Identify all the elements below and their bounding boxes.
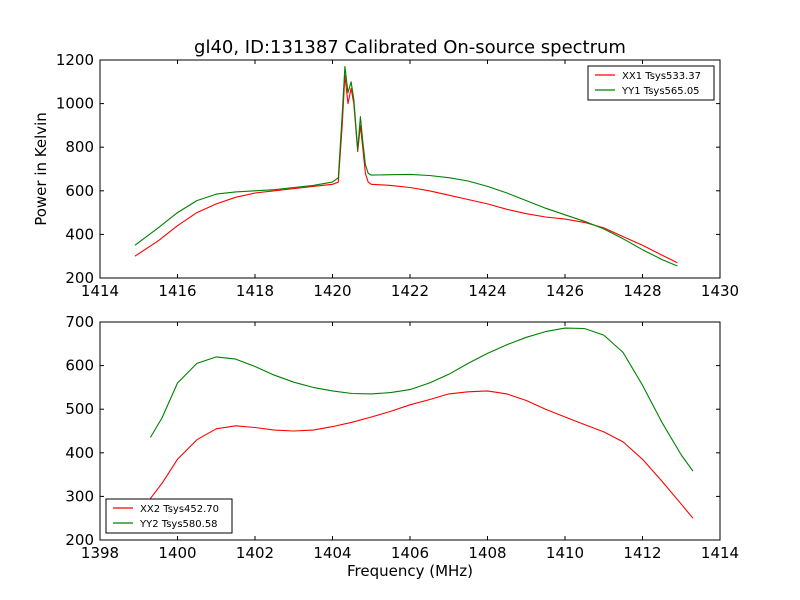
top-chart-legend-box xyxy=(587,65,715,101)
bottom-chart-xtick-label: 1400 xyxy=(158,544,196,562)
top-chart-panel: 1414 1416 1418 1420 1422 1424 1426 1428 1430 200 4… xyxy=(56,51,739,300)
bottom-chart-xtick-label: 1408 xyxy=(468,544,506,562)
bottom-chart-xtick-label: 1410 xyxy=(546,544,584,562)
bottom-chart-legend-label-2: YY2 Tsys580.58 xyxy=(139,519,218,530)
bottom-chart-series-line-2 xyxy=(149,327,694,472)
top-chart-xtick-label: 1420 xyxy=(313,282,351,300)
bottom-chart-ytick-label: 200 xyxy=(65,531,94,549)
top-chart-xtick-label: 1416 xyxy=(158,282,196,300)
bottom-chart-xlabel: Frequency (MHz) xyxy=(347,562,473,580)
bottom-chart-ytick-label: 600 xyxy=(65,357,94,375)
top-chart-legend-label-2: YY1 Tsys565.05 xyxy=(621,86,700,97)
bottom-chart-xtick-label: 1412 xyxy=(623,544,661,562)
bottom-chart-ytick-label: 500 xyxy=(65,400,94,418)
bottom-chart-xtick-label: 1398 xyxy=(81,544,119,562)
bottom-chart-ytick-label: 700 xyxy=(65,313,94,331)
top-chart-xtick-label: 1418 xyxy=(236,282,274,300)
top-chart-ytick-label: 1200 xyxy=(56,51,94,69)
top-chart-series-line-2 xyxy=(134,65,678,267)
top-chart-xtick-label: 1426 xyxy=(546,282,584,300)
top-chart-title: gl40, ID:131387 Calibrated On-source spe… xyxy=(194,37,626,58)
bottom-chart-xtick-label: 1402 xyxy=(236,544,274,562)
top-chart-ytick-label: 400 xyxy=(65,225,94,243)
bottom-chart-xtick-label: 1406 xyxy=(391,544,429,562)
top-chart-xtick-label: 1428 xyxy=(623,282,661,300)
bottom-chart-xtick-label: 1414 xyxy=(701,544,739,562)
top-chart-ytick-label: 200 xyxy=(65,269,94,287)
top-chart-ytick-label: 1000 xyxy=(56,95,94,113)
top-chart-xtick-label: 1414 xyxy=(81,282,119,300)
top-chart-legend: XX1 Tsys533.37 YY1 Tsys565.05 xyxy=(587,65,715,101)
top-chart-ylabel: Power in Kelvin xyxy=(32,112,50,226)
top-chart-series-line-1 xyxy=(134,74,678,264)
top-chart-legend-label-1: XX1 Tsys533.37 xyxy=(622,71,701,82)
top-chart-ytick-label: 800 xyxy=(65,138,94,156)
bottom-chart-ytick-label: 400 xyxy=(65,444,94,462)
top-chart-xtick-label: 1422 xyxy=(391,282,429,300)
top-chart-xtick-label: 1424 xyxy=(468,282,506,300)
bottom-chart-legend-label-1: XX2 Tsys452.70 xyxy=(140,504,219,515)
bottom-chart-ytick-label: 300 xyxy=(65,487,94,505)
bottom-chart-series-line-1 xyxy=(149,390,694,519)
bottom-chart-legend: XX2 Tsys452.70 YY2 Tsys580.58 xyxy=(105,498,233,534)
bottom-chart-legend-box xyxy=(105,498,233,534)
bottom-chart-xtick-label: 1404 xyxy=(313,544,351,562)
top-chart-xtick-label: 1430 xyxy=(701,282,739,300)
bottom-chart-panel: 1398 1400 1402 1404 1406 1408 1410 1412 1414 200 3… xyxy=(65,313,739,562)
top-chart-ytick-label: 600 xyxy=(65,182,94,200)
